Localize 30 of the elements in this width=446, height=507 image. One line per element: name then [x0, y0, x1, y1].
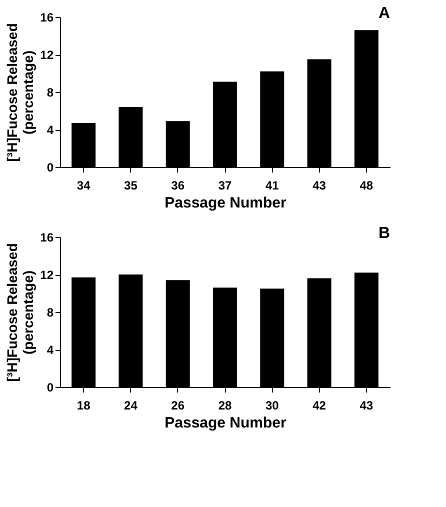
y-tick-label: 16: [40, 10, 54, 24]
x-tick-label: 43: [360, 398, 374, 412]
y-tick-label: 16: [40, 230, 54, 244]
x-tick-label: 37: [218, 178, 232, 192]
y-tick-label: 0: [46, 380, 54, 394]
x-tick-label: 43: [312, 178, 326, 192]
y-tick-label: 0: [46, 160, 54, 174]
y-tick-label: 12: [40, 268, 54, 282]
y-tick-label: 4: [46, 343, 54, 357]
x-tick-label: 41: [265, 178, 280, 192]
x-axis-title: Passage Number: [164, 194, 287, 212]
x-tick-label: 26: [171, 398, 185, 412]
y-tick-label: 8: [46, 86, 54, 100]
y-tick-label: 8: [46, 306, 54, 320]
y-tick-label: 12: [40, 48, 54, 62]
y-axis-title: [³H]Fucose Released (percentage): [4, 243, 36, 382]
x-tick-label: 36: [171, 178, 185, 192]
y-axis-title: [³H]Fucose Released (percentage): [4, 23, 36, 162]
x-tick-label: 35: [124, 178, 138, 192]
x-axis-title: Passage Number: [164, 414, 287, 432]
x-tick-label: 18: [76, 398, 91, 412]
y-tick-label: 4: [46, 123, 54, 137]
x-tick-label: 24: [124, 398, 138, 412]
chart-title: A: [378, 5, 390, 22]
chart-title: B: [378, 225, 390, 242]
x-tick-label: 42: [312, 398, 326, 412]
x-tick-label: 48: [360, 178, 374, 192]
x-tick-label: 34: [76, 178, 91, 192]
x-tick-label: 28: [218, 398, 232, 412]
x-tick-label: 30: [265, 398, 280, 412]
